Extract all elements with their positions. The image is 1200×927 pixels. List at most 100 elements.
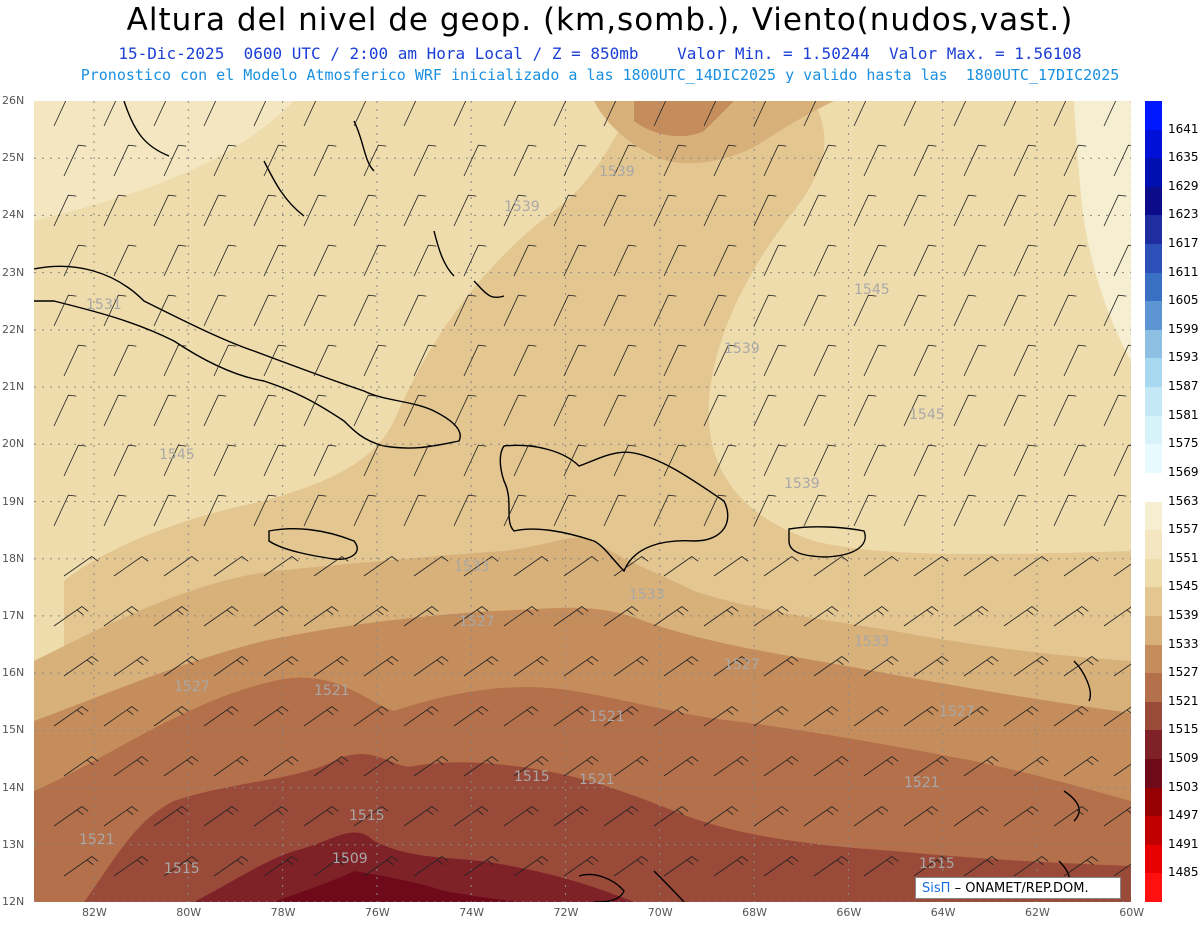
- wind-barb: [913, 244, 937, 277]
- wind-barb: [953, 394, 977, 427]
- wind-barb: [653, 606, 689, 627]
- wind-barb: [863, 344, 887, 377]
- wind-barb: [1003, 294, 1027, 327]
- credit-box: SisΠ – ONAMET/REP.DOM.: [915, 877, 1121, 899]
- wind-barb: [803, 494, 827, 527]
- wind-barb: [503, 194, 527, 227]
- wind-barb: [963, 244, 987, 277]
- wind-barb: [703, 101, 717, 127]
- lat-label: 23N: [2, 265, 25, 279]
- wind-barb: [703, 806, 739, 827]
- wind-barb: [953, 194, 977, 227]
- wind-barb: [753, 806, 789, 827]
- wind-barb: [853, 294, 877, 327]
- wind-barb: [653, 294, 677, 327]
- wind-barb: [1013, 556, 1049, 577]
- wind-barb: [303, 606, 339, 627]
- wind-barb: [653, 394, 677, 427]
- wind-barb: [153, 806, 189, 827]
- wind-barb: [513, 344, 537, 377]
- wind-barb: [703, 706, 739, 727]
- contour-labels: 1539 1539 1539 1539 1545 1545 1545 1531 1533 1533…: [79, 164, 975, 877]
- wind-barb: [913, 756, 949, 777]
- wind-barb: [203, 706, 239, 727]
- wind-barb: [403, 194, 427, 227]
- wind-barb: [1063, 144, 1087, 177]
- colorbar-swatch: [1145, 701, 1162, 731]
- wind-barb: [663, 656, 699, 677]
- north-bump-inner: [634, 101, 734, 137]
- wind-barb: [263, 656, 299, 677]
- wind-barb: [403, 101, 417, 127]
- wind-barb: [813, 756, 849, 777]
- wind-barb: [203, 294, 227, 327]
- wind-barb: [953, 494, 977, 527]
- wind-barb: [713, 656, 749, 677]
- wind-barb: [163, 344, 187, 377]
- wind-barb: [763, 344, 787, 377]
- contour-label: 1539: [724, 341, 760, 357]
- colorbar-swatch: [1145, 158, 1162, 188]
- wind-barb: [813, 344, 837, 377]
- colorbar-swatch: [1145, 415, 1162, 445]
- wind-barb: [603, 194, 627, 227]
- wind-barb: [453, 606, 489, 627]
- wind-barb: [363, 244, 387, 277]
- lat-label: 13N: [2, 837, 25, 851]
- lat-label: 24N: [2, 208, 25, 222]
- wind-barb: [163, 144, 187, 177]
- wind-barb: [1113, 444, 1131, 477]
- wind-barb: [763, 656, 799, 677]
- wind-barb: [613, 756, 649, 777]
- wind-barb: [63, 244, 87, 277]
- wind-barb: [253, 194, 277, 227]
- wind-barb: [763, 244, 787, 277]
- wind-barb: [153, 606, 189, 627]
- wind-barb: [653, 806, 689, 827]
- colorbar-label: 1569: [1168, 464, 1199, 479]
- wind-barb: [503, 606, 539, 627]
- wind-barb: [953, 706, 989, 727]
- wind-barb: [1003, 806, 1039, 827]
- wind-barb: [713, 244, 737, 277]
- lat-label: 18N: [2, 551, 25, 565]
- lat-label: 26N: [2, 94, 25, 107]
- wind-barb: [103, 806, 139, 827]
- colorbar-swatch: [1145, 329, 1162, 359]
- colorbar-swatch: [1145, 101, 1162, 131]
- wind-barb: [463, 444, 487, 477]
- wind-barb: [1053, 101, 1067, 127]
- wind-barb: [813, 144, 837, 177]
- puerto-rico-coast: [788, 526, 866, 558]
- wind-barb: [953, 606, 989, 627]
- wind-barb: [713, 344, 737, 377]
- wind-barb: [1113, 244, 1131, 277]
- wind-barb: [863, 144, 887, 177]
- wind-barb: [403, 806, 439, 827]
- wind-barb: [213, 344, 237, 377]
- contour-label: 1515: [919, 856, 955, 872]
- wind-barb: [703, 394, 727, 427]
- wind-barb: [803, 194, 827, 227]
- wind-barb: [163, 656, 199, 677]
- lat-label: 25N: [2, 151, 25, 165]
- wind-barb: [203, 101, 217, 127]
- wind-barb: [713, 556, 749, 577]
- wind-barb: [203, 806, 239, 827]
- wind-barb: [263, 344, 287, 377]
- wind-barb: [403, 394, 427, 427]
- wind-barb: [463, 244, 487, 277]
- wind-barb: [203, 394, 227, 427]
- wind-barb: [103, 494, 127, 527]
- wind-barb: [913, 344, 937, 377]
- wind-barb: [863, 244, 887, 277]
- wind-barb: [963, 656, 999, 677]
- wind-barb: [1003, 394, 1027, 427]
- wind-barb: [413, 244, 437, 277]
- wind-barb: [363, 756, 399, 777]
- wind-barb: [863, 756, 899, 777]
- wind-barb: [1103, 194, 1127, 227]
- wind-barb: [553, 194, 577, 227]
- wind-barb: [703, 494, 727, 527]
- wind-barb: [1013, 656, 1049, 677]
